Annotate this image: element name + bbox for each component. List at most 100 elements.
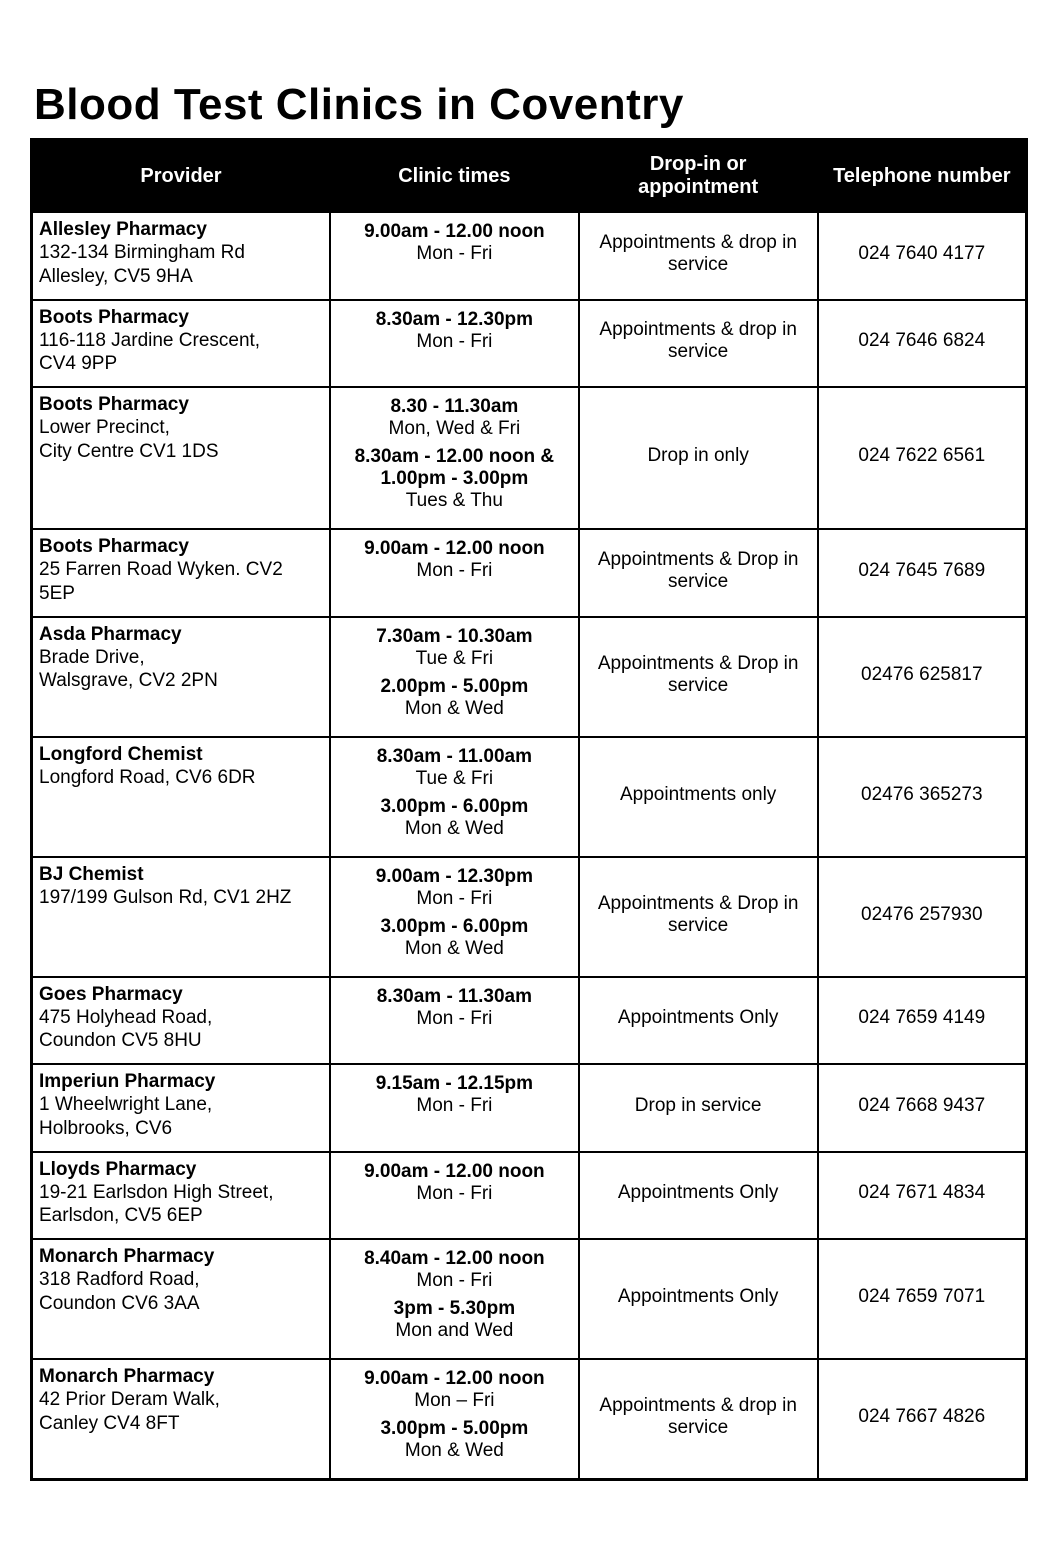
provider-cell: Goes Pharmacy475 Holyhead Road,Coundon C… xyxy=(32,977,331,1065)
service-type-cell: Appointments only xyxy=(579,737,818,857)
provider-cell: Asda PharmacyBrade Drive,Walsgrave, CV2 … xyxy=(32,617,331,737)
phone-cell: 02476 257930 xyxy=(818,857,1027,977)
time-block: 9.00am - 12.00 noonMon – Fri xyxy=(337,1368,572,1412)
table-row: Asda PharmacyBrade Drive,Walsgrave, CV2 … xyxy=(32,617,1027,737)
provider-address-line: Canley CV4 8FT xyxy=(39,1412,323,1436)
service-type-cell: Appointments & drop in service xyxy=(579,300,818,388)
service-type-cell: Appointments Only xyxy=(579,1152,818,1240)
time-block: 2.00pm - 5.00pmMon & Wed xyxy=(337,676,572,720)
service-type-cell: Appointments & drop in service xyxy=(579,212,818,300)
time-days: Mon - Fri xyxy=(337,1183,572,1205)
table-header-row: Provider Clinic times Drop-in or appoint… xyxy=(32,140,1027,213)
time-range: 8.40am - 12.00 noon xyxy=(337,1248,572,1270)
time-block: 3.00pm - 5.00pmMon & Wed xyxy=(337,1418,572,1462)
service-type-cell: Appointments & Drop in service xyxy=(579,529,818,617)
time-range: 8.30am - 12.30pm xyxy=(337,309,572,331)
time-range: 3.00pm - 5.00pm xyxy=(337,1418,572,1440)
table-row: BJ Chemist197/199 Gulson Rd, CV1 2HZ9.00… xyxy=(32,857,1027,977)
provider-cell: Boots PharmacyLower Precinct,City Centre… xyxy=(32,387,331,529)
service-type-cell: Drop in only xyxy=(579,387,818,529)
service-type-cell: Appointments Only xyxy=(579,1239,818,1359)
time-days: Mon - Fri xyxy=(337,560,572,582)
phone-cell: 024 7671 4834 xyxy=(818,1152,1027,1240)
phone-cell: 024 7640 4177 xyxy=(818,212,1027,300)
col-provider: Provider xyxy=(32,140,331,213)
provider-name: Goes Pharmacy xyxy=(39,984,323,1006)
time-block: 8.40am - 12.00 noonMon - Fri xyxy=(337,1248,572,1292)
table-row: Monarch Pharmacy318 Radford Road,Coundon… xyxy=(32,1239,1027,1359)
service-type-cell: Drop in service xyxy=(579,1064,818,1152)
provider-name: Imperiun Pharmacy xyxy=(39,1071,323,1093)
time-days: Mon & Wed xyxy=(337,818,572,840)
provider-name: Longford Chemist xyxy=(39,744,323,766)
clinics-table: Provider Clinic times Drop-in or appoint… xyxy=(30,138,1028,1481)
provider-address-line: Allesley, CV5 9HA xyxy=(39,265,323,289)
time-range: 9.15am - 12.15pm xyxy=(337,1073,572,1095)
provider-address-line: Lower Precinct, xyxy=(39,416,323,440)
time-block: 9.00am - 12.30pmMon - Fri xyxy=(337,866,572,910)
provider-address-line: CV4 9PP xyxy=(39,352,323,376)
phone-cell: 024 7667 4826 xyxy=(818,1359,1027,1480)
clinic-times-cell: 9.00am - 12.00 noonMon - Fri xyxy=(330,1152,579,1240)
provider-address-line: 197/199 Gulson Rd, CV1 2HZ xyxy=(39,886,323,910)
clinic-times-cell: 8.30am - 12.30pmMon - Fri xyxy=(330,300,579,388)
time-range: 3.00pm - 6.00pm xyxy=(337,796,572,818)
provider-address-line: 1 Wheelwright Lane, xyxy=(39,1093,323,1117)
provider-cell: Boots Pharmacy116-118 Jardine Crescent,C… xyxy=(32,300,331,388)
time-block: 3pm - 5.30pmMon and Wed xyxy=(337,1298,572,1342)
time-days: Tue & Fri xyxy=(337,768,572,790)
provider-cell: Boots Pharmacy25 Farren Road Wyken. CV2 … xyxy=(32,529,331,617)
clinic-times-cell: 8.30am - 11.30amMon - Fri xyxy=(330,977,579,1065)
time-block: 3.00pm - 6.00pmMon & Wed xyxy=(337,796,572,840)
table-row: Imperiun Pharmacy1 Wheelwright Lane,Holb… xyxy=(32,1064,1027,1152)
time-days: Mon - Fri xyxy=(337,243,572,265)
service-type-cell: Appointments & drop in service xyxy=(579,1359,818,1480)
clinic-times-cell: 8.40am - 12.00 noonMon - Fri 3pm - 5.30pm… xyxy=(330,1239,579,1359)
provider-address-line: Walsgrave, CV2 2PN xyxy=(39,669,323,693)
time-days: Mon and Wed xyxy=(337,1320,572,1342)
provider-name: Lloyds Pharmacy xyxy=(39,1159,323,1181)
time-range: 8.30 - 11.30am xyxy=(337,396,572,418)
time-block: 9.00am - 12.00 noonMon - Fri xyxy=(337,221,572,265)
time-days: Mon & Wed xyxy=(337,1440,572,1462)
phone-cell: 024 7646 6824 xyxy=(818,300,1027,388)
time-block: 3.00pm - 6.00pmMon & Wed xyxy=(337,916,572,960)
phone-cell: 02476 365273 xyxy=(818,737,1027,857)
table-row: Monarch Pharmacy42 Prior Deram Walk,Canl… xyxy=(32,1359,1027,1480)
time-range: 9.00am - 12.00 noon xyxy=(337,538,572,560)
time-range: 3pm - 5.30pm xyxy=(337,1298,572,1320)
provider-address-line: 25 Farren Road Wyken. CV2 5EP xyxy=(39,558,323,606)
col-phone: Telephone number xyxy=(818,140,1027,213)
table-row: Longford ChemistLongford Road, CV6 6DR8.… xyxy=(32,737,1027,857)
phone-cell: 02476 625817 xyxy=(818,617,1027,737)
table-row: Allesley Pharmacy132-134 Birmingham RdAl… xyxy=(32,212,1027,300)
time-days: Mon - Fri xyxy=(337,1008,572,1030)
provider-cell: Longford ChemistLongford Road, CV6 6DR xyxy=(32,737,331,857)
table-row: Lloyds Pharmacy19-21 Earlsdon High Stree… xyxy=(32,1152,1027,1240)
time-block: 7.30am - 10.30amTue & Fri xyxy=(337,626,572,670)
time-range: 9.00am - 12.00 noon xyxy=(337,1368,572,1390)
phone-cell: 024 7622 6561 xyxy=(818,387,1027,529)
phone-cell: 024 7659 4149 xyxy=(818,977,1027,1065)
provider-cell: BJ Chemist197/199 Gulson Rd, CV1 2HZ xyxy=(32,857,331,977)
provider-address-line: Coundon CV5 8HU xyxy=(39,1029,323,1053)
provider-cell: Lloyds Pharmacy19-21 Earlsdon High Stree… xyxy=(32,1152,331,1240)
time-days: Mon & Wed xyxy=(337,938,572,960)
time-range: 2.00pm - 5.00pm xyxy=(337,676,572,698)
col-times: Clinic times xyxy=(330,140,579,213)
provider-address-line: Brade Drive, xyxy=(39,646,323,670)
time-days: Mon - Fri xyxy=(337,1095,572,1117)
table-row: Boots Pharmacy116-118 Jardine Crescent,C… xyxy=(32,300,1027,388)
time-block: 8.30 - 11.30amMon, Wed & Fri xyxy=(337,396,572,440)
service-type-cell: Appointments & Drop in service xyxy=(579,617,818,737)
clinic-times-cell: 8.30 - 11.30amMon, Wed & Fri 8.30am - 12.… xyxy=(330,387,579,529)
service-type-cell: Appointments Only xyxy=(579,977,818,1065)
time-block: 8.30am - 12.00 noon & 1.00pm - 3.00pmTue… xyxy=(337,446,572,512)
time-days: Mon & Wed xyxy=(337,698,572,720)
provider-name: Asda Pharmacy xyxy=(39,624,323,646)
time-days: Mon – Fri xyxy=(337,1390,572,1412)
col-service: Drop-in or appointment xyxy=(579,140,818,213)
time-block: 9.00am - 12.00 noonMon - Fri xyxy=(337,538,572,582)
clinic-times-cell: 9.00am - 12.00 noonMon - Fri xyxy=(330,529,579,617)
time-days: Mon - Fri xyxy=(337,1270,572,1292)
